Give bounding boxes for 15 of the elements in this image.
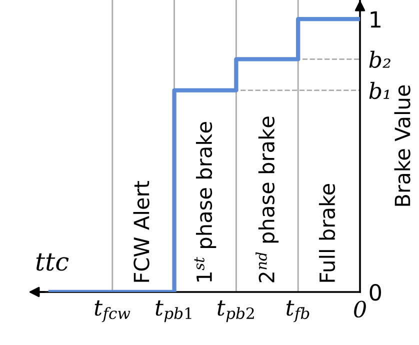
x-tick-label: t$_{fb}$ xyxy=(286,300,310,322)
x-tick-label: t$_{pb2}$ xyxy=(218,300,254,322)
y-tick-label: 1 xyxy=(370,11,380,28)
x-tick-label: t$_{fcw}$ xyxy=(94,300,130,322)
y-tick-label: b₂ xyxy=(369,50,390,68)
x-tick-label: t$_{pb1}$ xyxy=(156,300,192,322)
annotation: 1$^{st}$ phase brake xyxy=(194,122,216,282)
annotation: FCW Alert xyxy=(133,180,150,282)
x-axis-title: ttc xyxy=(36,253,69,271)
annotation: Full brake xyxy=(318,184,336,282)
x-tick-label: 0 xyxy=(354,300,366,318)
y-tick-label: 0 xyxy=(370,284,381,301)
y-tick-label: b₁ xyxy=(369,82,390,100)
y-axis-title: Brake Value xyxy=(394,85,410,206)
annotation: 2$^{nd}$ phase brake xyxy=(256,116,279,282)
